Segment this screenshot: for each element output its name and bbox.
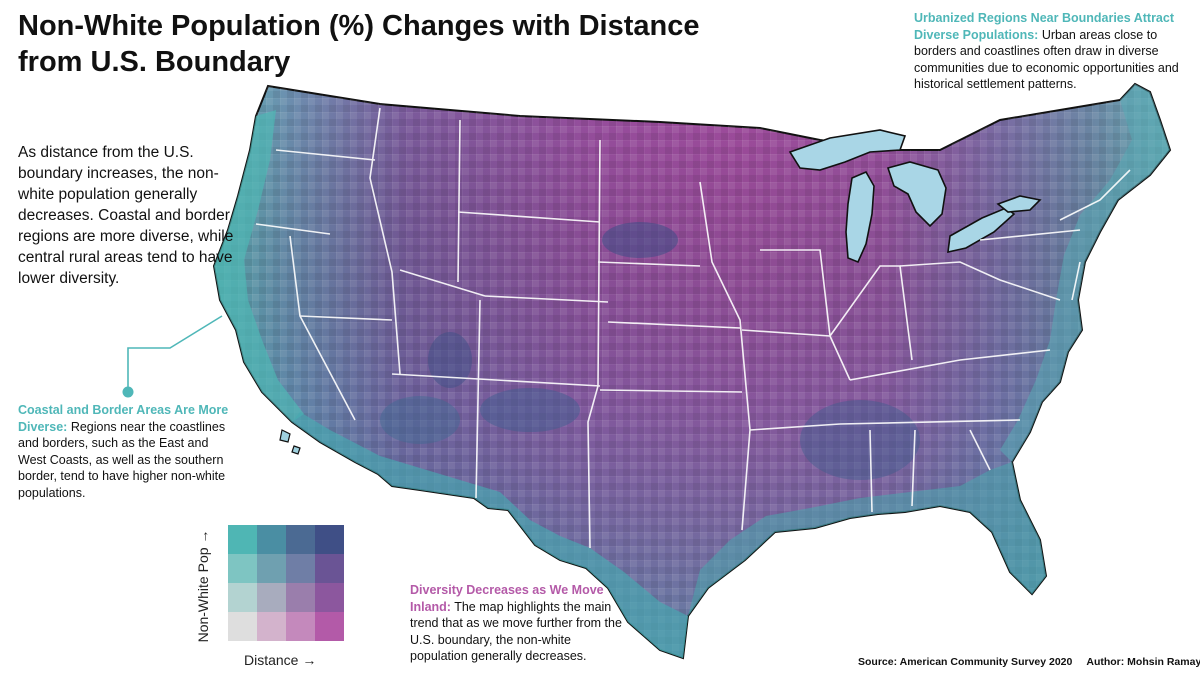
legend-cell	[286, 554, 315, 583]
legend-cell	[315, 583, 344, 612]
annotation-coastal-body: Regions near the coastlines and borders,…	[18, 419, 226, 500]
intro-text: As distance from the U.S. boundary incre…	[18, 144, 234, 287]
legend-cell	[257, 583, 286, 612]
annotation-leader-line	[127, 315, 223, 392]
legend-cell	[228, 612, 257, 641]
legend-cell	[257, 525, 286, 554]
legend-cell	[257, 612, 286, 641]
footer-credits: Source: American Community Survey 2020 Au…	[858, 656, 1200, 668]
source-text: Source: American Community Survey 2020	[858, 656, 1073, 668]
legend-cell	[228, 525, 257, 554]
legend-cell	[286, 583, 315, 612]
legend-cell	[315, 612, 344, 641]
legend-y-label: Non-White Pop →	[191, 524, 215, 648]
east-coast-band	[1000, 84, 1170, 462]
annotation-urbanized-heading: Urbanized Regions Near Boundaries Attrac…	[914, 11, 1175, 42]
annotation-inland: Diversity Decreases as We Move Inland: T…	[410, 582, 630, 665]
bivariate-legend	[228, 525, 344, 641]
legend-cell	[228, 554, 257, 583]
great-lakes	[788, 129, 1042, 264]
annotation-inland-heading: Diversity Decreases as We Move Inland:	[410, 583, 604, 614]
legend-cell	[286, 525, 315, 554]
legend-y-label-text: Non-White Pop →	[195, 529, 211, 643]
legend-cell	[286, 612, 315, 641]
legend-cell	[228, 583, 257, 612]
annotation-inland-body: The map highlights the main trend that a…	[410, 599, 622, 664]
author-text: Author: Mohsin Ramay	[1086, 656, 1200, 668]
southern-border-band	[292, 412, 688, 658]
chart-title: Non-White Population (%) Changes with Di…	[18, 10, 700, 78]
annotation-urbanized-body: Urban areas close to borders and coastli…	[914, 27, 1179, 92]
annotation-marker	[122, 386, 134, 398]
islands	[279, 429, 301, 455]
legend-x-label: Distance →	[244, 652, 317, 668]
legend-cell	[315, 525, 344, 554]
state-borders	[255, 107, 1131, 549]
gulf-coast-band	[688, 462, 1046, 616]
annotation-coastal-heading: Coastal and Border Areas Are More Divers…	[18, 403, 229, 434]
annotation-coastal: Coastal and Border Areas Are More Divers…	[18, 402, 238, 501]
west-coast-band	[214, 110, 304, 422]
legend-cell	[257, 554, 286, 583]
annotation-urbanized: Urbanized Regions Near Boundaries Attrac…	[914, 10, 1184, 93]
legend-cell	[315, 554, 344, 583]
